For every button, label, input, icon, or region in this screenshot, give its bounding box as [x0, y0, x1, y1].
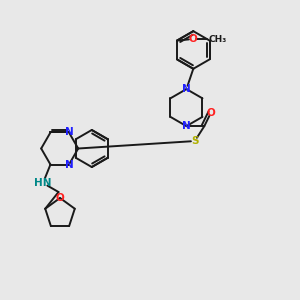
Text: N: N — [182, 84, 191, 94]
Text: N: N — [182, 121, 191, 131]
Text: HN: HN — [34, 178, 52, 188]
Text: S: S — [191, 136, 199, 146]
Text: O: O — [206, 108, 215, 118]
Text: O: O — [56, 193, 64, 203]
Text: O: O — [188, 34, 197, 44]
Text: N: N — [64, 128, 73, 137]
Text: N: N — [64, 160, 73, 170]
Text: CH₃: CH₃ — [208, 34, 226, 43]
